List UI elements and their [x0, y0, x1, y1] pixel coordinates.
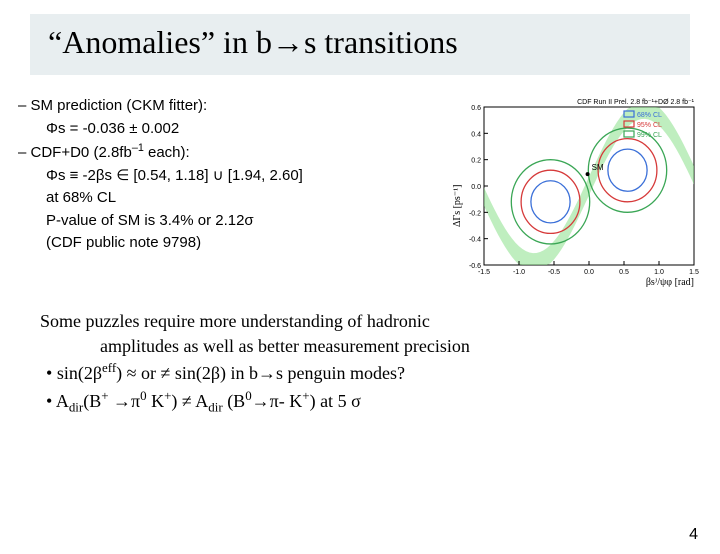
svg-text:1.5: 1.5 — [689, 269, 699, 276]
svg-text:0.6: 0.6 — [471, 105, 481, 112]
fb1b: ) ≈ or ≠ sin(2β) in b→s penguin modes? — [116, 363, 405, 383]
footer-line-2: amplitudes as well as better measurement… — [40, 334, 680, 359]
bullet-list: SM prediction (CKM fitter): Φs = -0.036 … — [18, 95, 436, 287]
bullet-6-text: P-value of SM is 3.4% or 2.12σ — [46, 212, 254, 229]
svg-text:0.2: 0.2 — [471, 158, 481, 165]
bullet-3a: CDF+D0 (2.8fb — [31, 144, 132, 161]
chart-header: CDF Run II Prel. 2.8 fb⁻¹+DØ 2.8 fb⁻¹ — [577, 99, 695, 106]
sup-plus: + — [101, 388, 108, 403]
fb2a: A — [56, 391, 69, 411]
svg-text:-0.5: -0.5 — [548, 269, 560, 276]
bullet-2-text: Φs = -0.036 ± 0.002 — [46, 120, 179, 137]
content-row: SM prediction (CKM fitter): Φs = -0.036 … — [18, 95, 702, 287]
fb2c: →π — [109, 391, 141, 411]
sm-label: SM — [592, 163, 604, 172]
xlabel: βsᴶ/ψφ [rad] — [646, 277, 694, 287]
svg-text:0.4: 0.4 — [471, 131, 481, 138]
svg-text:-1.5: -1.5 — [478, 269, 490, 276]
bullet-4: Φs ≡ -2βs ∈ [0.54, 1.18] ∪ [1.94, 2.60] — [46, 165, 436, 188]
bullet-3: CDF+D0 (2.8fb–1 each): — [18, 140, 436, 165]
svg-text:95% CL: 95% CL — [637, 122, 662, 129]
svg-text:-1.0: -1.0 — [513, 269, 525, 276]
fb1a: sin(2β — [57, 363, 102, 383]
bullet-1: SM prediction (CKM fitter): — [18, 95, 436, 118]
page-title: “Anomalies” in b→s transitions — [48, 24, 672, 61]
bullet-7: (CDF public note 9798) — [46, 232, 436, 255]
title-bar: “Anomalies” in b→s transitions — [30, 14, 690, 75]
sub-dir2: dir — [208, 399, 222, 414]
bullet-7-text: (CDF public note 9798) — [46, 234, 201, 251]
footer-bullet-2: Adir(B+ →π0 K+) ≠ Adir (B0→π- K+) at 5 σ — [40, 387, 680, 417]
bullet-4-text: Φs ≡ -2βs ∈ [0.54, 1.18] ∪ [1.94, 2.60] — [46, 167, 303, 184]
bullet-5: at 68% CL — [46, 187, 436, 210]
chart-svg: CDF Run II Prel. 2.8 fb⁻¹+DØ 2.8 fb⁻¹ SM… — [444, 95, 702, 287]
fb2b: (B — [83, 391, 101, 411]
ylabel: ΔΓs [ps⁻¹] — [452, 185, 463, 227]
sm-point — [586, 172, 590, 176]
svg-text:-0.4: -0.4 — [469, 237, 481, 244]
sup-minus1: –1 — [132, 142, 144, 154]
fb2g: →π- K — [252, 391, 303, 411]
svg-text:1.0: 1.0 — [654, 269, 664, 276]
svg-text:0.0: 0.0 — [584, 269, 594, 276]
footer-bullet-1: sin(2βeff) ≈ or ≠ sin(2β) in b→s penguin… — [40, 359, 680, 386]
svg-text:68% CL: 68% CL — [637, 112, 662, 119]
sub-dir1: dir — [69, 399, 83, 414]
bullet-2: Φs = -0.036 ± 0.002 — [46, 118, 436, 141]
chart: CDF Run II Prel. 2.8 fb⁻¹+DØ 2.8 fb⁻¹ SM… — [444, 95, 702, 287]
footer-line-1: Some puzzles require more understanding … — [40, 309, 680, 334]
svg-text:-0.6: -0.6 — [469, 263, 481, 270]
svg-text:-0.2: -0.2 — [469, 210, 481, 217]
fb2f: (B — [223, 391, 246, 411]
bullet-5-text: at 68% CL — [46, 189, 116, 206]
fb2e: ) ≠ A — [171, 391, 208, 411]
bullet-6: P-value of SM is 3.4% or 2.12σ — [46, 210, 436, 233]
plot-area: CDF Run II Prel. 2.8 fb⁻¹+DØ 2.8 fb⁻¹ SM… — [452, 99, 699, 287]
fb2d: K — [147, 391, 165, 411]
svg-text:99% CL: 99% CL — [637, 132, 662, 139]
bullet-1-text: SM prediction (CKM fitter): — [31, 97, 208, 114]
footer-block: Some puzzles require more understanding … — [40, 309, 680, 416]
svg-text:0.5: 0.5 — [619, 269, 629, 276]
page-number: 4 — [689, 526, 698, 544]
svg-text:0.0: 0.0 — [471, 184, 481, 191]
sup-eff: eff — [102, 360, 116, 375]
sup-plus3: + — [302, 388, 309, 403]
bullet-3b: each): — [144, 144, 190, 161]
fb2h: ) at 5 σ — [310, 391, 361, 411]
